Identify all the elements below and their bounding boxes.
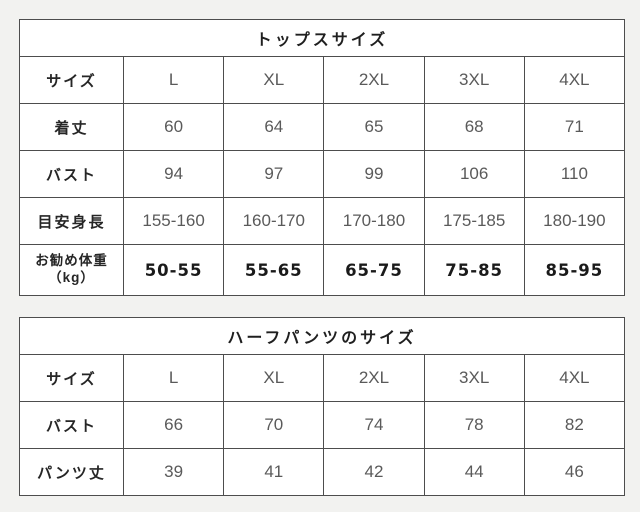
- cell-psize-l: L: [122, 354, 225, 402]
- cell-size-3xl: 3XL: [423, 56, 525, 104]
- cell-pbust-l: 66: [122, 401, 225, 449]
- row-label-length: 着丈: [19, 103, 124, 151]
- weight-label-unit: （kg）: [48, 270, 95, 285]
- cell-pbust-xl: 70: [223, 401, 325, 449]
- cell-size-xl: XL: [223, 56, 325, 104]
- pants-size-table: ハーフパンツのサイズ サイズ L XL 2XL 3XL 4XL バスト 66 7…: [19, 317, 626, 496]
- cell-plen-xl: 41: [223, 448, 325, 496]
- cell-bust-l: 94: [122, 150, 225, 198]
- row-label-pants-length: パンツ丈: [19, 448, 124, 496]
- cell-plen-2xl: 42: [323, 448, 425, 496]
- table-row: サイズ L XL 2XL 3XL 4XL: [19, 56, 626, 104]
- cell-bust-4xl: 110: [523, 150, 626, 198]
- table-title-row: ハーフパンツのサイズ: [19, 317, 625, 355]
- cell-size-l: L: [122, 56, 225, 104]
- cell-height-xl: 160-170: [223, 197, 325, 245]
- row-label-height: 目安身長: [19, 197, 124, 245]
- weight-label-main: お勧め体重: [35, 253, 108, 269]
- cell-bust-3xl: 106: [423, 150, 525, 198]
- cell-height-4xl: 180-190: [523, 197, 626, 245]
- cell-length-4xl: 71: [523, 103, 626, 151]
- cell-psize-4xl: 4XL: [523, 354, 626, 402]
- row-label-bust: バスト: [19, 150, 124, 198]
- cell-psize-2xl: 2XL: [323, 354, 425, 402]
- tops-size-table: トップスサイズ サイズ L XL 2XL 3XL 4XL 着丈 60 64 65…: [19, 19, 626, 296]
- cell-pbust-3xl: 78: [423, 401, 525, 449]
- cell-plen-l: 39: [122, 448, 225, 496]
- table-row: バスト 94 97 99 106 110: [19, 150, 626, 198]
- cell-plen-3xl: 44: [423, 448, 525, 496]
- table-row: サイズ L XL 2XL 3XL 4XL: [19, 354, 626, 402]
- cell-size-2xl: 2XL: [323, 56, 425, 104]
- cell-length-xl: 64: [223, 103, 325, 151]
- cell-weight-4xl: 85-95: [523, 244, 626, 296]
- row-label-bust: バスト: [19, 401, 124, 449]
- cell-psize-3xl: 3XL: [423, 354, 525, 402]
- cell-weight-3xl: 75-85: [423, 244, 525, 296]
- table-row: バスト 66 70 74 78 82: [19, 401, 626, 449]
- cell-length-2xl: 65: [323, 103, 425, 151]
- row-label-size: サイズ: [19, 56, 124, 104]
- cell-pbust-2xl: 74: [323, 401, 425, 449]
- cell-length-l: 60: [122, 103, 225, 151]
- cell-size-4xl: 4XL: [523, 56, 626, 104]
- cell-bust-2xl: 99: [323, 150, 425, 198]
- cell-weight-xl: 55-65: [223, 244, 325, 296]
- table-row: お勧め体重 （kg） 50-55 55-65 65-75 75-85 85-95: [19, 244, 626, 296]
- cell-pbust-4xl: 82: [523, 401, 626, 449]
- cell-height-3xl: 175-185: [423, 197, 525, 245]
- cell-bust-xl: 97: [223, 150, 325, 198]
- row-label-size: サイズ: [19, 354, 124, 402]
- cell-plen-4xl: 46: [523, 448, 626, 496]
- tops-table-title: トップスサイズ: [19, 19, 625, 57]
- row-label-weight: お勧め体重 （kg）: [19, 244, 124, 296]
- cell-psize-xl: XL: [223, 354, 325, 402]
- table-row: 目安身長 155-160 160-170 170-180 175-185 180…: [19, 197, 626, 245]
- cell-weight-2xl: 65-75: [323, 244, 425, 296]
- cell-length-3xl: 68: [423, 103, 525, 151]
- pants-table-title: ハーフパンツのサイズ: [19, 317, 625, 355]
- table-row: パンツ丈 39 41 42 44 46: [19, 448, 626, 496]
- cell-height-l: 155-160: [122, 197, 225, 245]
- table-title-row: トップスサイズ: [19, 19, 625, 57]
- table-row: 着丈 60 64 65 68 71: [19, 103, 626, 151]
- cell-weight-l: 50-55: [122, 244, 225, 296]
- cell-height-2xl: 170-180: [323, 197, 425, 245]
